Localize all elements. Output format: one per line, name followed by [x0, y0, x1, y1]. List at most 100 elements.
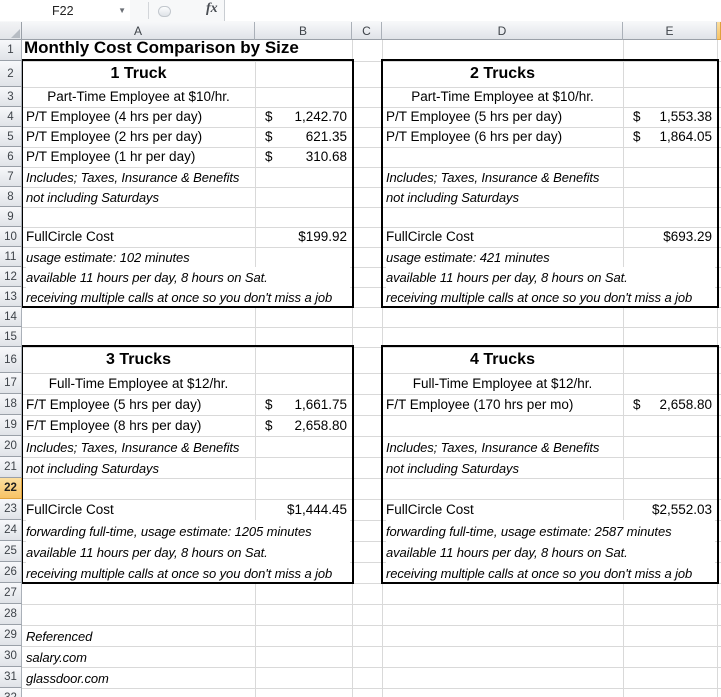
- truck-box-subtitle[interactable]: Full-Time Employee at $12/hr.: [48, 376, 229, 392]
- name-box[interactable]: F22 ▼: [0, 0, 130, 21]
- column-header-e[interactable]: E: [623, 22, 717, 40]
- fullcircle-cost-value[interactable]: $2,552.03: [651, 502, 712, 518]
- column-header-b[interactable]: B: [255, 22, 352, 40]
- employee-cost-value[interactable]: $1,242.70: [255, 107, 352, 127]
- row-header-27[interactable]: 27: [0, 583, 22, 604]
- column-header-d[interactable]: D: [382, 22, 623, 40]
- note-cell[interactable]: available 11 hours per day, 8 hours on S…: [386, 541, 715, 562]
- fullcircle-cost-label[interactable]: FullCircle Cost: [26, 502, 114, 518]
- note-cell[interactable]: not including Saturdays: [26, 189, 159, 205]
- note-cell[interactable]: forwarding full-time, usage estimate: 12…: [26, 520, 350, 541]
- note-cell[interactable]: forwarding full-time, usage estimate: 25…: [386, 520, 715, 541]
- row-header-19[interactable]: 19: [0, 415, 22, 436]
- row-header-24[interactable]: 24: [0, 520, 22, 541]
- row-header-18[interactable]: 18: [0, 394, 22, 415]
- employee-cost-value[interactable]: $621.35: [255, 127, 352, 147]
- row-header-29[interactable]: 29: [0, 625, 22, 646]
- employee-cost-label[interactable]: P/T Employee (1 hr per day): [26, 149, 196, 165]
- note-cell[interactable]: receiving multiple calls at once so you …: [26, 562, 350, 583]
- column-header-f[interactable]: [717, 22, 721, 40]
- employee-cost-value[interactable]: $2,658.80: [255, 415, 352, 436]
- fullcircle-cost-value[interactable]: $199.92: [298, 229, 347, 245]
- note-cell[interactable]: usage estimate: 102 minutes: [26, 249, 190, 265]
- select-all-corner[interactable]: [0, 22, 22, 40]
- row-header-17[interactable]: 17: [0, 373, 22, 394]
- note-cell[interactable]: available 11 hours per day, 8 hours on S…: [26, 267, 350, 287]
- note-cell[interactable]: Includes; Taxes, Insurance & Benefits: [386, 439, 600, 455]
- note-cell[interactable]: receiving multiple calls at once so you …: [386, 287, 715, 307]
- formula-input[interactable]: [225, 0, 721, 21]
- note-cell[interactable]: receiving multiple calls at once so you …: [26, 287, 350, 307]
- employee-cost-label[interactable]: F/T Employee (5 hrs per day): [26, 397, 202, 413]
- row-header-16[interactable]: 16: [0, 347, 22, 373]
- row-header-15[interactable]: 15: [0, 327, 22, 347]
- fullcircle-cost-value[interactable]: $1,444.45: [286, 502, 347, 518]
- note-cell[interactable]: not including Saturdays: [26, 460, 159, 476]
- row-header-12[interactable]: 12: [0, 267, 22, 287]
- truck-box-title[interactable]: 3 Trucks: [106, 351, 171, 369]
- note-cell[interactable]: available 11 hours per day, 8 hours on S…: [386, 267, 715, 287]
- truck-box-title[interactable]: 1 Truck: [110, 65, 167, 83]
- row-header-13[interactable]: 13: [0, 287, 22, 307]
- reference-note[interactable]: Referenced: [26, 628, 93, 644]
- row-header-23[interactable]: 23: [0, 499, 22, 520]
- note-cell[interactable]: Includes; Taxes, Insurance & Benefits: [386, 169, 600, 185]
- row-header-30[interactable]: 30: [0, 646, 22, 667]
- fullcircle-cost-label[interactable]: FullCircle Cost: [386, 229, 474, 245]
- note-cell[interactable]: Includes; Taxes, Insurance & Benefits: [26, 439, 240, 455]
- row-header-20[interactable]: 20: [0, 436, 22, 457]
- row-header-2[interactable]: 2: [0, 61, 22, 87]
- employee-cost-value[interactable]: $2,658.80: [623, 394, 717, 415]
- truck-box-title[interactable]: 4 Trucks: [470, 351, 535, 369]
- column-header-a[interactable]: A: [22, 22, 255, 40]
- row-header-5[interactable]: 5: [0, 127, 22, 147]
- employee-cost-label[interactable]: F/T Employee (8 hrs per day): [26, 418, 202, 434]
- row-header-8[interactable]: 8: [0, 187, 22, 207]
- truck-box-subtitle[interactable]: Part-Time Employee at $10/hr.: [411, 89, 594, 105]
- insert-function-button[interactable]: fx: [206, 1, 218, 16]
- row-header-7[interactable]: 7: [0, 167, 22, 187]
- row-header-14[interactable]: 14: [0, 307, 22, 327]
- employee-cost-label[interactable]: P/T Employee (6 hrs per day): [386, 129, 563, 145]
- row-header-26[interactable]: 26: [0, 562, 22, 583]
- truck-box-subtitle[interactable]: Part-Time Employee at $10/hr.: [47, 89, 230, 105]
- employee-cost-label[interactable]: P/T Employee (5 hrs per day): [386, 109, 563, 125]
- employee-cost-value[interactable]: $1,661.75: [255, 394, 352, 415]
- row-header-10[interactable]: 10: [0, 227, 22, 247]
- row-header-32[interactable]: 32: [0, 688, 22, 697]
- row-header-21[interactable]: 21: [0, 457, 22, 478]
- employee-cost-label[interactable]: F/T Employee (170 hrs per mo): [386, 397, 574, 413]
- row-header-25[interactable]: 25: [0, 541, 22, 562]
- employee-cost-value[interactable]: $310.68: [255, 147, 352, 167]
- note-cell[interactable]: usage estimate: 421 minutes: [386, 249, 550, 265]
- name-box-dropdown-icon[interactable]: ▼: [118, 6, 126, 15]
- row-header-4[interactable]: 4: [0, 107, 22, 127]
- row-header-22[interactable]: 22: [0, 478, 22, 499]
- row-header-11[interactable]: 11: [0, 247, 22, 267]
- fullcircle-cost-label[interactable]: FullCircle Cost: [386, 502, 474, 518]
- note-cell[interactable]: available 11 hours per day, 8 hours on S…: [26, 541, 350, 562]
- note-cell[interactable]: Includes; Taxes, Insurance & Benefits: [26, 169, 240, 185]
- truck-box-subtitle[interactable]: Full-Time Employee at $12/hr.: [412, 376, 593, 392]
- fullcircle-cost-label[interactable]: FullCircle Cost: [26, 229, 114, 245]
- gridline: [22, 127, 721, 128]
- column-header-c[interactable]: C: [352, 22, 382, 40]
- reference-note[interactable]: glassdoor.com: [26, 670, 109, 686]
- row-header-9[interactable]: 9: [0, 207, 22, 227]
- note-cell[interactable]: not including Saturdays: [386, 460, 519, 476]
- row-header-31[interactable]: 31: [0, 667, 22, 688]
- row-header-6[interactable]: 6: [0, 147, 22, 167]
- employee-cost-value[interactable]: $1,864.05: [623, 127, 717, 147]
- row-header-3[interactable]: 3: [0, 87, 22, 107]
- page-title[interactable]: Monthly Cost Comparison by Size: [24, 38, 332, 61]
- fullcircle-cost-value[interactable]: $693.29: [663, 229, 712, 245]
- employee-cost-value[interactable]: $1,553.38: [623, 107, 717, 127]
- row-header-28[interactable]: 28: [0, 604, 22, 625]
- truck-box-title[interactable]: 2 Trucks: [470, 65, 535, 83]
- employee-cost-label[interactable]: P/T Employee (2 hrs per day): [26, 129, 203, 145]
- note-cell[interactable]: receiving multiple calls at once so you …: [386, 562, 715, 583]
- employee-cost-label[interactable]: P/T Employee (4 hrs per day): [26, 109, 203, 125]
- reference-note[interactable]: salary.com: [26, 649, 87, 665]
- note-cell[interactable]: not including Saturdays: [386, 189, 519, 205]
- row-header-1[interactable]: 1: [0, 40, 22, 61]
